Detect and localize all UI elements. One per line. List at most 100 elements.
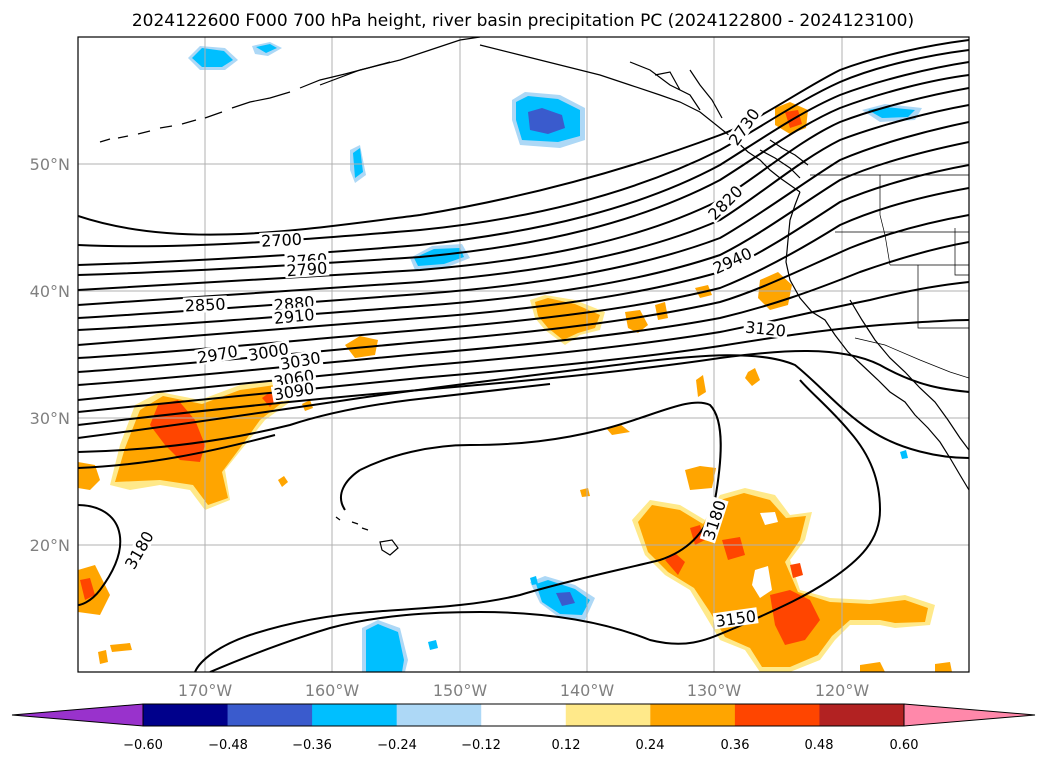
precip-pos-strong [770,590,820,645]
precip-neg [256,44,277,53]
contour-label: 2790 [284,259,330,281]
colorbar-segment [143,704,229,726]
lat-tick-label: 20°N [30,536,70,555]
precip-neg [428,640,438,650]
figure-title: 2024122600 F000 700 hPa height, river ba… [132,11,914,31]
height-contours [78,39,969,672]
contour-label: 3120 [742,318,789,341]
contour-line [209,379,882,672]
contour-line [78,281,969,401]
precip-pos [685,466,716,490]
contour-label-background [724,104,764,150]
contour-line [78,354,969,459]
contour-label-background [270,379,317,403]
longitude-tick-labels: 170°W 160°W 150°W 140°W 130°W 120°W [178,681,870,700]
contour-line [78,164,969,346]
contour-label-text: 2850 [184,294,226,315]
precip-neg [414,248,464,266]
colorbar-segment [565,704,651,726]
colorbar-tick-label: −0.60 [123,738,163,753]
precip-pos [696,375,706,397]
precip-pos [745,368,760,386]
contour-line [78,350,969,426]
lat-tick-label: 50°N [30,155,70,174]
precip-pos [655,302,668,320]
political-borders [810,174,969,379]
precip-neg-strong [528,108,565,134]
contour-label-background [699,496,729,544]
colorbar-frame [142,703,905,727]
contour-label-background [712,607,759,630]
precip-neg [353,148,363,178]
contour-label-background [703,181,747,224]
contour-line [78,187,969,359]
colorbar-segment [312,704,398,726]
contour-label-background [284,259,330,279]
lon-tick-label: 140°W [560,681,615,700]
precip-neg [366,624,404,672]
contour-label-background [194,342,241,366]
precip-pos [278,476,288,487]
colorbar-tick-label: 0.12 [552,738,581,753]
precip-pos [78,462,100,490]
precip-neg [900,450,908,459]
border-us-mexico [854,337,969,379]
lon-tick-label: 160°W [305,681,360,700]
contour-line [78,104,969,306]
colorbar-extend-min [11,703,144,727]
contour-label-background [277,348,324,373]
colorbar-tick-label: 0.60 [890,738,919,753]
lon-tick-label: 130°W [687,681,742,700]
colorbar-tick-labels: −0.60 −0.48 −0.36 −0.24 −0.12 0.12 0.24 … [123,738,918,753]
precip-neg [192,48,233,67]
contour-line [78,434,276,469]
contour-label-background [259,230,304,249]
contour-label-text: 2790 [286,259,328,281]
coastline-alaska-panhandle [629,61,723,119]
colorbar-segment [227,704,313,726]
contour-line [78,241,969,386]
precip-gap [760,512,778,525]
lat-tick-label: 40°N [30,282,70,301]
coastline-alaska [319,37,801,193]
contour-label-background [121,526,157,573]
precip-pos-strong [722,537,745,560]
contour-line [78,319,969,413]
lon-tick-label: 150°W [433,681,488,700]
contour-label-background [742,318,789,339]
contour-line [78,504,122,606]
contour-label-text: 2700 [261,230,303,251]
coastline-hawaii [335,516,399,556]
contour-label: 2850 [182,294,228,316]
precip-pos-strong [790,563,803,578]
precip-neg-strong [556,592,575,606]
precip-pos [860,662,885,672]
coastline-aleutians [99,61,391,143]
contour-label-background [182,295,228,314]
precip-neg [530,576,538,585]
colorbar-tick-label: −0.12 [461,738,501,753]
contour-line [194,401,722,672]
map-frame [77,36,970,673]
lon-tick-label: 120°W [815,681,870,700]
contour-line [78,141,969,331]
colorbar-tick-label: 0.48 [805,738,834,753]
colorbar-tick-label: 0.24 [636,738,665,753]
colorbar-segment [396,704,482,726]
contour-label-text: 3120 [744,318,786,341]
colorbar-tick-label: −0.24 [377,738,417,753]
lon-tick-label: 170°W [178,681,233,700]
colorbar-tick-label: 0.36 [721,738,750,753]
precip-gap [752,566,772,598]
contour-label-background [708,243,756,277]
colorbar-segment [650,704,736,726]
colorbar: −0.60 −0.48 −0.36 −0.24 −0.12 0.12 0.24 … [11,703,1036,753]
contour-line [78,74,969,276]
precip-pos-strong [665,553,685,575]
colorbar-extend-max [903,703,1036,727]
contour-line [78,61,969,266]
precip-pos-strong [80,578,95,600]
